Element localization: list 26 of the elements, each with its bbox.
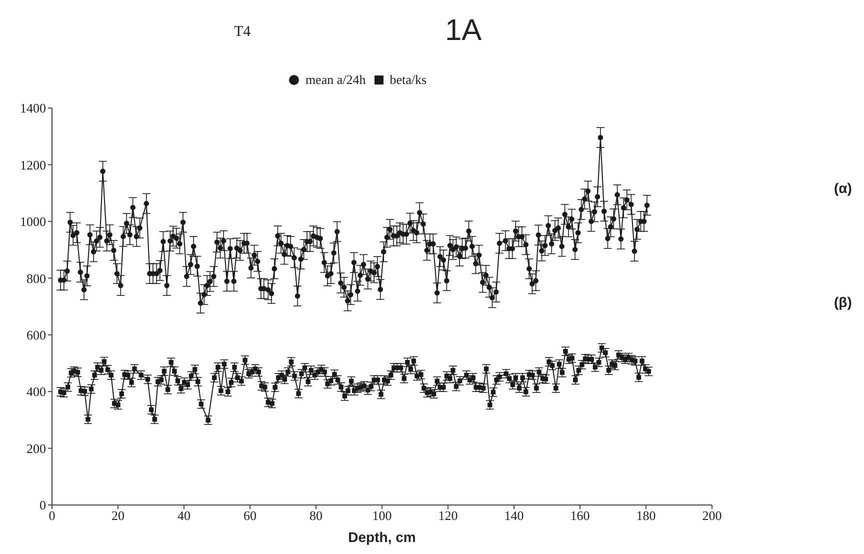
x-tick-label: 60 (244, 508, 256, 524)
y-tick-label: 1200 (20, 157, 46, 172)
x-tick-label: 20 (112, 508, 124, 524)
legend-label: mean a/24h (305, 72, 366, 88)
y-tick-label: 1400 (20, 100, 46, 116)
y-tick-label: 1000 (20, 214, 46, 230)
legend-label: beta/ks (390, 72, 427, 88)
chart-title: T4 (234, 24, 251, 41)
y-tick-label: 800 (26, 270, 46, 286)
x-tick-label: 80 (310, 508, 322, 524)
x-tick-label: 100 (372, 508, 392, 524)
y-tick-label: 200 (26, 440, 46, 456)
x-tick-label: 160 (570, 508, 590, 524)
x-tick-label: 180 (636, 508, 656, 524)
panel-label: (α) (834, 180, 852, 196)
x-tick-label: 140 (504, 508, 524, 524)
x-axis-title: Depth, cm (348, 529, 416, 545)
panel-label: (β) (834, 294, 852, 310)
y-tick-label: 400 (26, 384, 46, 400)
x-tick-label: 120 (438, 508, 458, 524)
x-tick-label: 40 (178, 508, 190, 524)
y-tick-label: 600 (26, 327, 46, 342)
y-tick-label: 0 (40, 498, 46, 513)
x-tick-label: 200 (702, 508, 722, 524)
panel-label: 1A (445, 14, 482, 48)
x-tick-label: 0 (48, 508, 56, 524)
